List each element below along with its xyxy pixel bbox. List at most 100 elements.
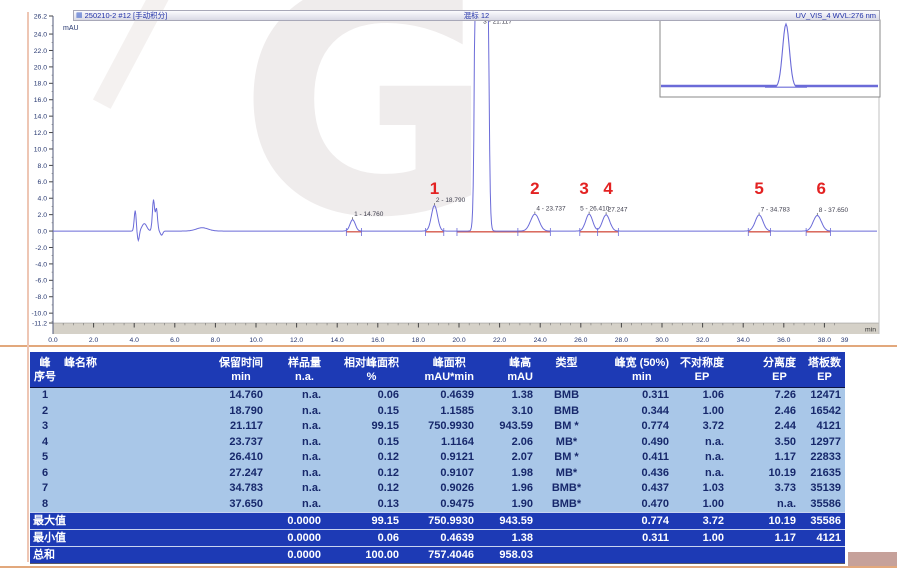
cell-area: 1.1164 — [403, 434, 478, 450]
cell-area: 1.1585 — [403, 403, 478, 419]
summary-row: 最小值 0.0000 0.06 0.4639 1.38 0.311 1.00 1.17 4121 — [30, 529, 845, 547]
cell-width-50: 0.411 — [600, 450, 673, 466]
peak-row[interactable]: 1 14.760 n.a. 0.06 0.4639 1.38 BMB 0.311 1.06 7.2… — [30, 387, 845, 404]
peak-results-table: 峰序号 峰名称 保留时间 min 样品量 n.a. 相对峰面积% 峰面积 mAU*min 峰高 m… — [30, 352, 845, 564]
cell-type: BMB* — [537, 496, 600, 513]
cell-type: MB* — [537, 434, 600, 450]
cell-type: BM * — [537, 419, 600, 435]
cell-type: MB* — [537, 465, 600, 481]
cell-rel-area: 0.15 — [325, 403, 403, 419]
y-tick-label: 6.0 — [38, 179, 48, 186]
column-header-type: 类型 — [537, 352, 600, 388]
cell-resolution: 3.50 — [728, 434, 800, 450]
cell-amount: n.a. — [267, 403, 325, 419]
cell-peak-no: 3 — [30, 419, 64, 435]
summary-cell-height: 958.03 — [478, 546, 537, 564]
peak-row[interactable]: 3 21.117 n.a. 99.15 750.9930 943.59 BM * 0.774 3… — [30, 419, 845, 435]
x-tick-label: 4.0 — [129, 337, 139, 343]
cell-area: 0.9026 — [403, 481, 478, 497]
peak-row[interactable]: 6 27.247 n.a. 0.12 0.9107 1.98 MB* 0.436 n.a. 10.… — [30, 465, 845, 481]
summary-cell-width-50: 0.774 — [600, 512, 673, 530]
summary-cell-retention-time — [190, 512, 267, 530]
summary-cell-height: 943.59 — [478, 512, 537, 530]
peak-annotation: 1 - 14.760 — [354, 211, 384, 218]
cell-peak-name — [64, 434, 190, 450]
y-tick-label: 0.0 — [38, 228, 48, 235]
y-tick-label: 14.0 — [34, 114, 47, 121]
cell-peak-name — [64, 387, 190, 404]
cell-plates: 4121 — [800, 419, 845, 435]
peak-row[interactable]: 5 26.410 n.a. 0.12 0.9121 2.07 BM * 0.411 n.a. 1.… — [30, 450, 845, 466]
summary-cell-height: 1.38 — [478, 529, 537, 547]
summary-cell-width-50: 0.311 — [600, 529, 673, 547]
cell-asymmetry: 3.72 — [673, 419, 728, 435]
peak-row[interactable]: 8 37.650 n.a. 0.13 0.9475 1.90 BMB* 0.470 1.00 n.… — [30, 496, 845, 513]
summary-cell-rel-area: 100.00 — [325, 546, 403, 564]
summary-cell-asymmetry: 1.00 — [673, 529, 728, 547]
cell-peak-name — [64, 419, 190, 435]
cell-plates: 16542 — [800, 403, 845, 419]
cell-retention-time: 18.790 — [190, 403, 267, 419]
peak-row[interactable]: 4 23.737 n.a. 0.15 1.1164 2.06 MB* 0.490 n.a. 3.5… — [30, 434, 845, 450]
cell-type: BMB — [537, 387, 600, 404]
y-tick-label: 22.0 — [34, 48, 47, 55]
cell-resolution: 3.73 — [728, 481, 800, 497]
cell-asymmetry: 1.00 — [673, 496, 728, 513]
cell-peak-name — [64, 403, 190, 419]
cell-area: 0.4639 — [403, 387, 478, 404]
x-tick-label: 30.0 — [655, 337, 668, 343]
x-tick-label: 20.0 — [452, 337, 465, 343]
inset-plot — [659, 19, 881, 98]
column-header-width-50: 峰宽 (50%) min — [600, 352, 673, 388]
summary-cell-asymmetry: 3.72 — [673, 512, 728, 530]
column-header-rel-area: 相对峰面积% — [325, 352, 403, 388]
cell-rel-area: 0.06 — [325, 387, 403, 404]
x-tick-label: 2.0 — [89, 337, 99, 343]
peak-row[interactable]: 7 34.783 n.a. 0.12 0.9026 1.96 BMB* 0.437 1.03 3.… — [30, 481, 845, 497]
cell-asymmetry: 1.06 — [673, 387, 728, 404]
chromatogram-trace — [53, 17, 877, 243]
cell-resolution: 1.17 — [728, 450, 800, 466]
summary-cell-resolution: 1.17 — [728, 529, 800, 547]
x-tick-label: 6.0 — [170, 337, 180, 343]
cell-area: 750.9930 — [403, 419, 478, 435]
summary-cell-resolution — [728, 546, 800, 564]
summary-cell-area: 750.9930 — [403, 512, 478, 530]
column-header-peak-no: 峰序号 — [30, 352, 64, 388]
cell-area: 0.9107 — [403, 465, 478, 481]
cell-amount: n.a. — [267, 434, 325, 450]
chromatogram-plot[interactable]: 0.0 2.0 4.0 6.0 8.0 10.0 12.0 14.0 16.0 18.0 20.0 2… — [30, 10, 882, 343]
summary-cell-asymmetry — [673, 546, 728, 564]
x-tick-label: 32.0 — [696, 337, 709, 343]
cell-asymmetry: 1.03 — [673, 481, 728, 497]
summary-cell-area: 0.4639 — [403, 529, 478, 547]
summary-cell-rel-area: 0.06 — [325, 529, 403, 547]
x-tick-label: 36.0 — [777, 337, 790, 343]
cell-peak-no: 6 — [30, 465, 64, 481]
peak-row[interactable]: 2 18.790 n.a. 0.15 1.1585 3.10 BMB 0.344 1.00 2.4… — [30, 403, 845, 419]
column-header-resolution: 分离度 EP — [728, 352, 800, 388]
cell-rel-area: 0.12 — [325, 465, 403, 481]
peak-number-label: 3 — [579, 179, 588, 198]
cell-height: 2.07 — [478, 450, 537, 466]
x-axis-unit: min — [865, 327, 876, 334]
cell-rel-area: 0.12 — [325, 481, 403, 497]
cell-asymmetry: 1.00 — [673, 403, 728, 419]
column-header-height: 峰高 mAU — [478, 352, 537, 388]
x-tick-label: 0.0 — [48, 337, 58, 343]
y-tick-label: -2.0 — [35, 245, 47, 252]
cell-width-50: 0.436 — [600, 465, 673, 481]
cell-asymmetry: n.a. — [673, 465, 728, 481]
y-tick-label: -4.0 — [35, 261, 47, 268]
cell-retention-time: 14.760 — [190, 387, 267, 404]
peak-number-label: 4 — [603, 179, 613, 198]
summary-label: 最小值 — [30, 529, 190, 547]
summary-cell-amount: 0.0000 — [267, 546, 325, 564]
cell-height: 943.59 — [478, 419, 537, 435]
x-tick-label: 38.0 — [818, 337, 831, 343]
cell-height: 1.90 — [478, 496, 537, 513]
summary-cell-area: 757.4046 — [403, 546, 478, 564]
sheet-cell-fragment — [848, 552, 897, 566]
x-tick-label: 26.0 — [574, 337, 587, 343]
